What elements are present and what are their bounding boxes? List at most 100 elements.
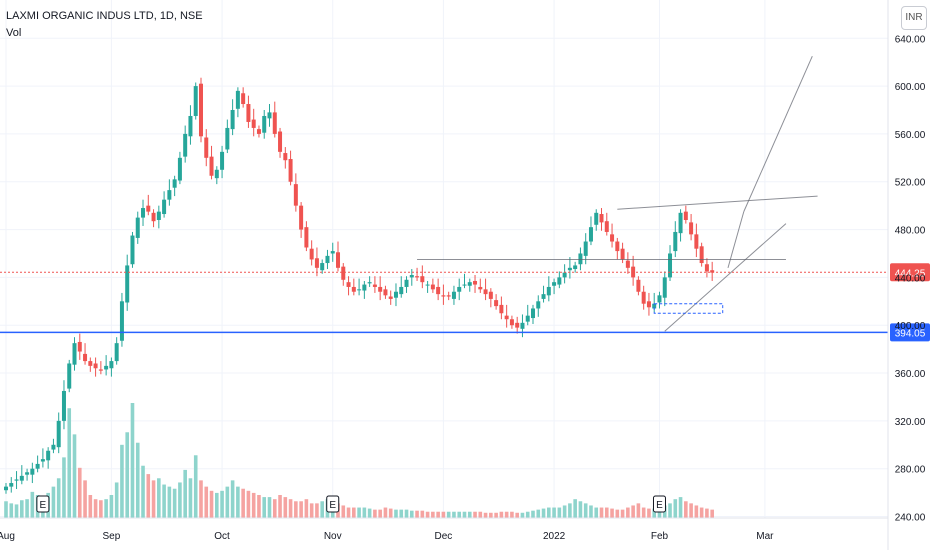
y-tick-label: 320.00 <box>895 417 926 428</box>
candle-body <box>125 265 130 303</box>
volume-bar <box>135 442 140 518</box>
price-label-text: 444.25 <box>895 268 926 279</box>
candle-body <box>109 361 114 369</box>
candle-body <box>177 157 182 181</box>
x-tick-label: Dec <box>435 531 453 542</box>
candle-body <box>336 252 341 268</box>
volume-bar <box>14 504 19 518</box>
volume-bar <box>67 408 72 518</box>
candle-body <box>256 129 261 134</box>
volume-bar <box>130 403 135 518</box>
price-label-box <box>890 323 930 342</box>
candle-body <box>473 280 478 285</box>
volume-bar <box>151 480 156 518</box>
chart-legend: LAXMI ORGANIC INDUS LTD, 1D, NSE Vol <box>6 8 203 42</box>
volume-bar <box>120 444 124 518</box>
volume-bar <box>99 500 103 518</box>
volume-bar <box>552 507 556 518</box>
volume-bar <box>88 495 93 518</box>
candle-body <box>499 304 504 314</box>
volume-bar <box>294 501 298 518</box>
volume-bar <box>172 488 177 518</box>
y-tick-label: 360.00 <box>895 369 926 380</box>
volume-bar <box>394 509 398 518</box>
volume-bar <box>114 482 119 518</box>
candle-body <box>325 255 330 264</box>
volume-bar <box>478 511 483 518</box>
volume-bar <box>72 434 77 518</box>
candle-body <box>346 282 351 287</box>
candle-body <box>288 159 293 182</box>
candle-body <box>56 420 61 448</box>
candle-body <box>25 472 30 475</box>
volume-bar <box>557 507 562 518</box>
volume-bar <box>573 499 577 518</box>
volume-bar <box>652 508 657 518</box>
volume-bar <box>236 486 240 518</box>
candle-body <box>399 286 404 295</box>
volume-bar <box>504 511 509 518</box>
candle-body <box>388 296 393 299</box>
volume-bar <box>77 467 82 518</box>
candle-body <box>678 212 683 234</box>
candle-body <box>610 234 615 242</box>
candle-body <box>293 184 298 206</box>
candle-body <box>436 286 441 295</box>
x-tick-label: Nov <box>324 531 342 542</box>
projection-arrow-long <box>743 55 813 212</box>
support-zone <box>653 303 724 314</box>
candle-body <box>151 212 156 222</box>
candle-body <box>625 260 630 268</box>
volume-bar <box>352 507 356 518</box>
volume-bar <box>647 508 651 518</box>
projection-arrow-short <box>727 211 745 268</box>
candle-body <box>525 315 530 322</box>
volume-bar <box>694 505 699 518</box>
candle-body <box>141 208 146 218</box>
volume-bar <box>309 503 314 518</box>
candle-body <box>594 212 599 225</box>
candle-body <box>604 221 609 232</box>
volume-bar <box>473 511 477 518</box>
candle-body <box>314 258 319 268</box>
y-tick-label: 640.00 <box>895 34 926 45</box>
volume-bar <box>93 499 98 518</box>
candle-body <box>241 93 246 105</box>
candle-body <box>93 363 98 369</box>
x-tick-label: Aug <box>0 531 15 542</box>
candle-body <box>694 234 699 249</box>
volume-bar <box>62 457 66 518</box>
volume-bar <box>420 510 425 518</box>
price-level-lines: 444.25 394.05 <box>0 263 930 342</box>
candle-body <box>583 241 588 256</box>
price-label-box <box>890 263 930 282</box>
candle-body <box>204 137 209 158</box>
candle-body <box>420 276 425 283</box>
currency-button[interactable]: INR <box>901 6 927 30</box>
y-tick-label: 240.00 <box>895 513 926 524</box>
volume-bar <box>699 507 704 518</box>
candle-body <box>446 295 451 297</box>
candle-body <box>378 286 383 292</box>
volume-bar <box>431 511 435 518</box>
volume-bar <box>689 503 693 518</box>
y-tick-label: 440.00 <box>895 273 926 284</box>
x-tick-label: Mar <box>756 531 774 542</box>
candle-body <box>272 112 277 134</box>
volume-bar <box>193 455 198 518</box>
volume-bar <box>230 480 235 518</box>
candle-body <box>4 486 8 491</box>
volume-bar <box>283 497 288 518</box>
volume-bar <box>531 510 535 518</box>
volume-bar <box>673 499 678 518</box>
volume-bar <box>199 480 203 518</box>
volume-bar <box>209 490 214 518</box>
volume-bar <box>241 488 245 518</box>
candle-body <box>72 343 77 365</box>
volume-bar <box>457 511 462 518</box>
volume-bar <box>362 507 367 518</box>
candle-body <box>114 343 119 362</box>
candle-body <box>278 131 283 152</box>
candle-body <box>541 294 546 299</box>
